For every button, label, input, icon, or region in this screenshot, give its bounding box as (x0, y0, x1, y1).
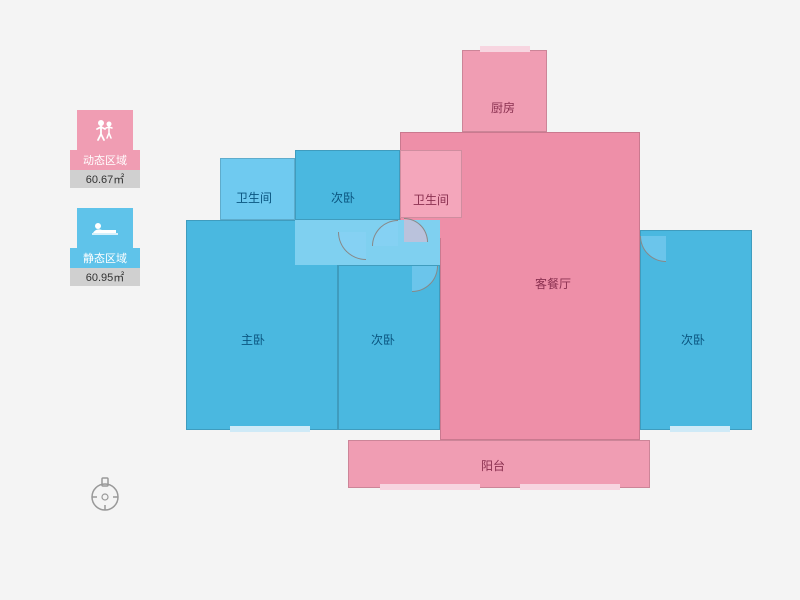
room-living-stem (440, 238, 640, 440)
legend-dynamic-label: 动态区域 (70, 150, 140, 170)
rest-icon (77, 208, 133, 248)
living-join (442, 236, 638, 244)
room-label: 次卧 (681, 331, 705, 348)
legend: 动态区域 60.67㎡ 静态区域 60.95㎡ (70, 110, 140, 306)
room-label: 厨房 (491, 99, 515, 116)
legend-static-value: 60.95㎡ (70, 268, 140, 286)
room-label: 卫生间 (236, 189, 272, 206)
window-marker (520, 484, 620, 490)
legend-static-label: 静态区域 (70, 248, 140, 268)
room-label: 次卧 (371, 331, 395, 348)
room-label: 主卧 (241, 331, 265, 348)
room-kitchen: 厨房 (462, 50, 547, 132)
legend-dynamic: 动态区域 60.67㎡ (70, 110, 140, 188)
window-marker (380, 484, 480, 490)
room-label-living: 客餐厅 (535, 275, 571, 292)
people-icon (77, 110, 133, 150)
room-balcony: 阳台 (348, 440, 650, 488)
legend-dynamic-value: 60.67㎡ (70, 170, 140, 188)
room-bath1: 卫生间 (220, 158, 295, 220)
room-label: 次卧 (331, 189, 355, 206)
room-label: 卫生间 (413, 191, 449, 208)
window-marker (480, 46, 530, 52)
compass-icon (85, 475, 125, 515)
room-bath2: 卫生间 (400, 150, 462, 218)
room-bed2b: 次卧 (338, 265, 440, 430)
legend-static: 静态区域 60.95㎡ (70, 208, 140, 286)
room-bed2a: 次卧 (295, 150, 400, 220)
window-marker (670, 426, 730, 432)
room-label: 阳台 (481, 457, 505, 474)
window-marker (230, 426, 310, 432)
floorplan: 厨房 客餐厅 卫生间 阳台 卫生间 次卧 主卧 次卧 次卧 (180, 50, 760, 540)
